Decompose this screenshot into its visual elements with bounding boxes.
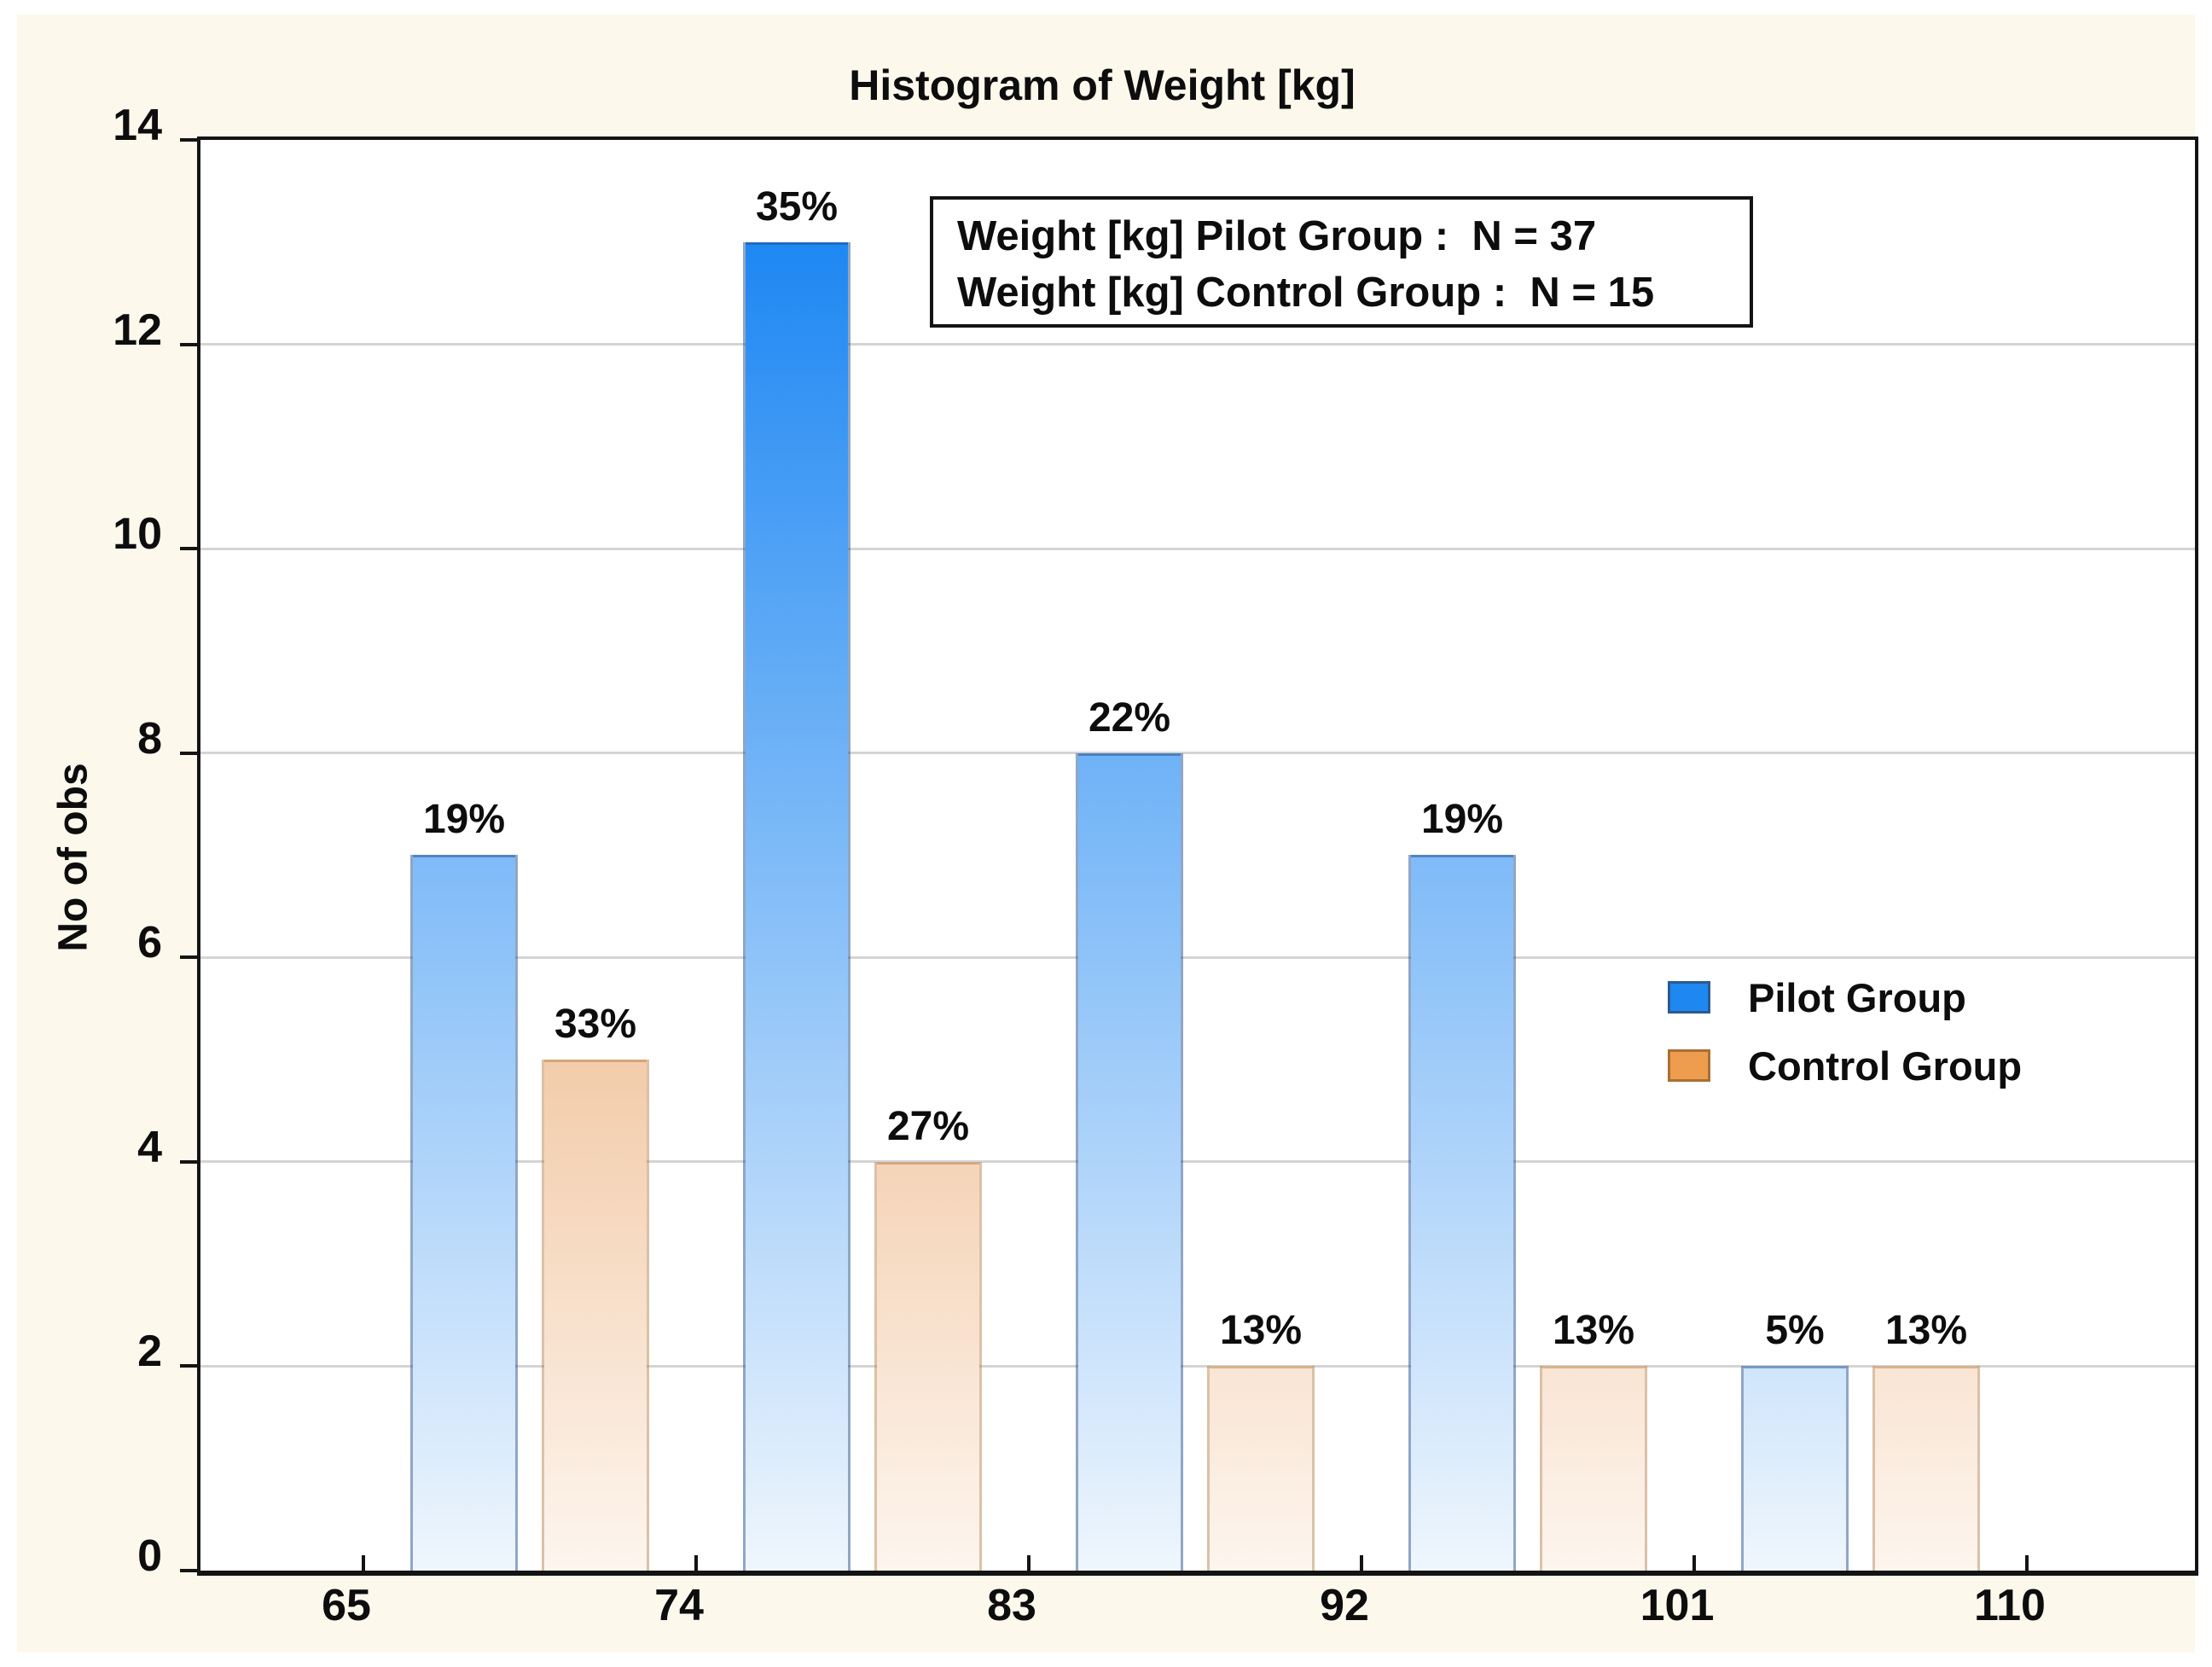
x-tick-label-65: 65: [322, 1581, 371, 1630]
y-tick-label-4: 4: [137, 1122, 162, 1172]
grid-line-y8: [200, 752, 2195, 755]
x-tick-label-74: 74: [654, 1581, 704, 1630]
bar-pilot-92-101: [1408, 855, 1516, 1571]
bar-control-74-83: [874, 1162, 982, 1571]
y-tick-label-14: 14: [113, 101, 162, 150]
x-tick-83: [1027, 1555, 1031, 1571]
x-tick-110: [2025, 1555, 2029, 1571]
y-tick-label-8: 8: [137, 713, 162, 764]
x-tick-label-83: 83: [987, 1581, 1036, 1630]
info-line-pilot: Weight [kg] Pilot Group : N = 37: [957, 213, 1597, 259]
bar-control-65-74: [542, 1060, 649, 1571]
bar-pilot-65-74: [410, 855, 518, 1571]
x-tick-65: [362, 1555, 365, 1571]
x-tick-74: [694, 1555, 698, 1571]
pct-label-control-83-92: 13%: [1219, 1308, 1303, 1353]
bar-pilot-83-92: [1076, 753, 1183, 1571]
info-box: Weight [kg] Pilot Group : N = 37 Weight …: [930, 196, 1753, 328]
pct-label-pilot-74-83: 35%: [755, 184, 839, 229]
pct-label-control-101-110: 13%: [1884, 1308, 1968, 1353]
grid-line-y2: [200, 1364, 2195, 1368]
y-tick-12: [180, 342, 197, 346]
bar-control-101-110: [1872, 1366, 1980, 1571]
bar-pilot-101-110: [1741, 1366, 1849, 1571]
bar-control-92-101: [1540, 1366, 1647, 1571]
x-tick-label-92: 92: [1320, 1581, 1369, 1630]
grid-line-y6: [200, 955, 2195, 959]
chart-panel: Histogram of Weight [kg] No of obs 19% 33…: [17, 15, 2198, 1652]
grid-line-y10: [200, 547, 2195, 550]
y-tick-8: [180, 751, 197, 755]
bar-control-83-92: [1207, 1366, 1315, 1571]
y-tick-label-2: 2: [137, 1327, 162, 1377]
bar-pilot-74-83: [743, 242, 851, 1571]
legend-label-pilot: Pilot Group: [1748, 974, 1966, 1020]
pilot-swatch-icon: [1668, 981, 1710, 1014]
chart-title: Histogram of Weight [kg]: [849, 61, 1356, 109]
y-tick-6: [180, 955, 197, 960]
x-tick-101: [1692, 1555, 1696, 1571]
pct-label-pilot-65-74: 19%: [422, 797, 506, 842]
y-tick-label-6: 6: [137, 918, 162, 968]
y-tick-14: [180, 138, 197, 142]
pct-label-pilot-101-110: 5%: [1765, 1308, 1825, 1353]
legend: Pilot Group Control Group: [1668, 975, 2022, 1112]
y-tick-0: [180, 1569, 197, 1572]
pct-label-pilot-83-92: 22%: [1088, 695, 1171, 741]
y-tick-10: [180, 547, 197, 551]
pct-label-control-74-83: 27%: [886, 1104, 970, 1149]
y-tick-4: [180, 1159, 197, 1164]
control-swatch-icon: [1668, 1049, 1710, 1082]
info-line-control: Weight [kg] Control Group : N = 15: [957, 270, 1655, 316]
grid-line-y4: [200, 1160, 2195, 1164]
pct-label-pilot-92-101: 19%: [1420, 797, 1504, 842]
y-tick-label-0: 0: [137, 1531, 162, 1581]
y-tick-label-10: 10: [113, 509, 162, 560]
y-tick-2: [180, 1364, 197, 1368]
x-tick-92: [1360, 1555, 1363, 1571]
plot-area: 19% 33% 35% 27% 22% 13% 19% 13% 5% 13%: [180, 136, 2198, 1576]
y-tick-label-12: 12: [113, 305, 162, 355]
pct-label-control-65-74: 33%: [554, 1002, 637, 1047]
pct-label-control-92-101: 13%: [1552, 1308, 1635, 1353]
x-tick-label-110: 110: [1974, 1581, 2046, 1630]
legend-row-control: Control Group: [1668, 1043, 2023, 1089]
grid-line-y12: [200, 343, 2195, 346]
legend-row-pilot: Pilot Group: [1668, 974, 2022, 1020]
legend-label-control: Control Group: [1748, 1043, 2023, 1089]
x-tick-label-101: 101: [1640, 1581, 1715, 1630]
